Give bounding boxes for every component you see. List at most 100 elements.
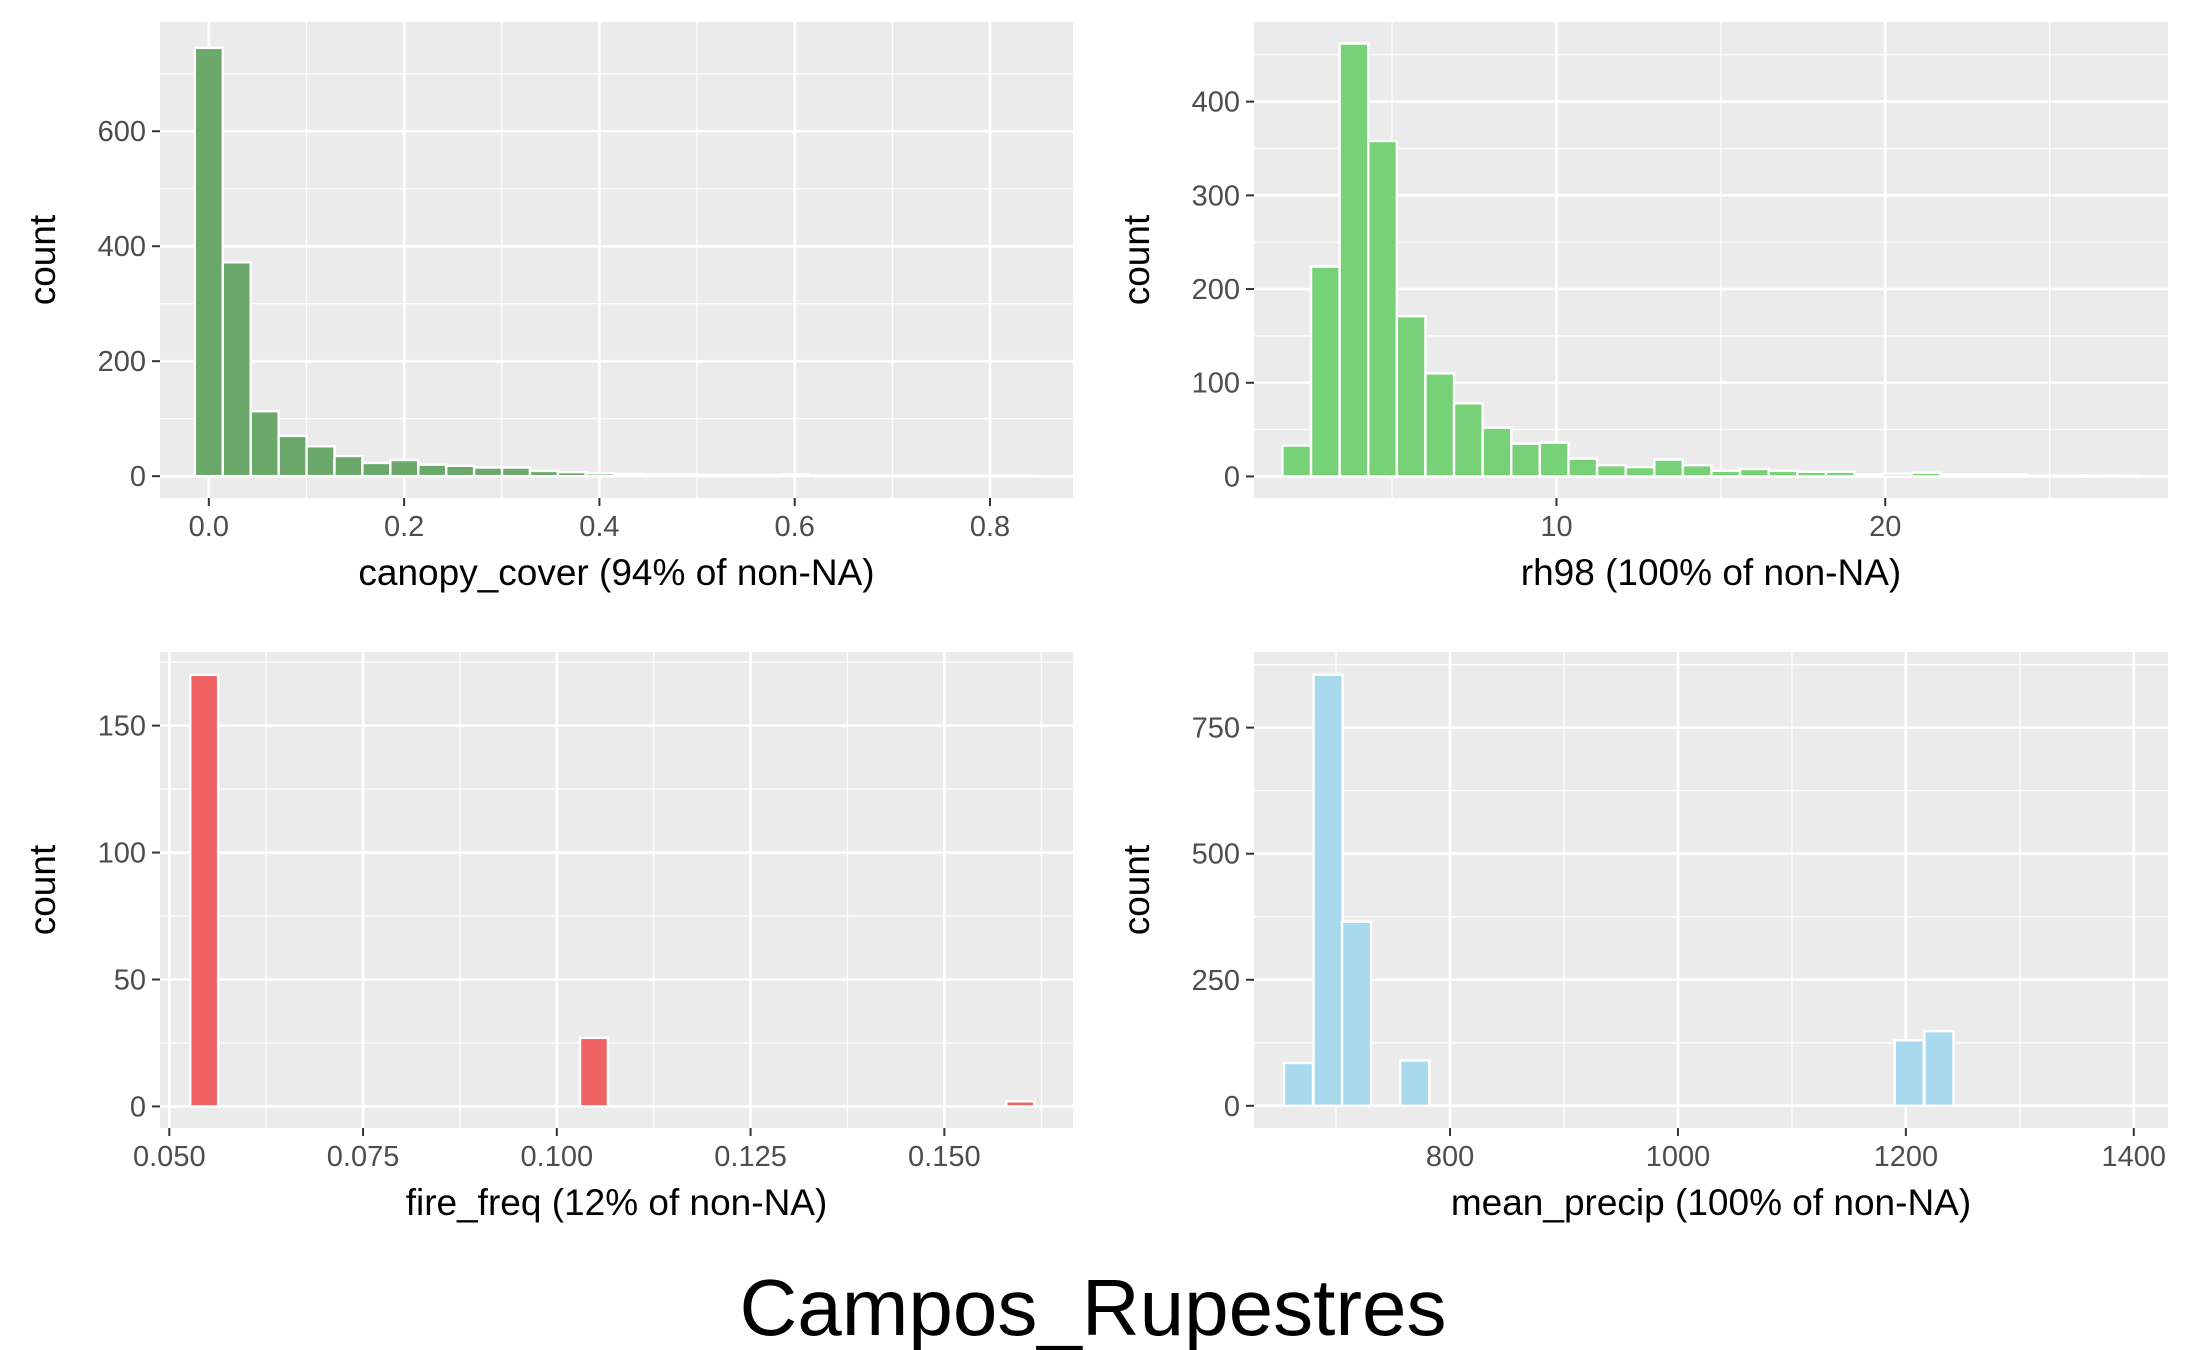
y-tick-label: 300: [1192, 180, 1240, 212]
panel-background: [160, 652, 1073, 1128]
histogram-bar: [1367, 139, 1399, 478]
figure-title: Campos_Rupestres: [740, 1263, 1447, 1350]
histogram-bar: [863, 474, 895, 478]
histogram-bar: [1710, 469, 1742, 478]
histogram-bar: [389, 458, 420, 478]
histogram-bar: [835, 474, 867, 478]
y-axis-title: count: [22, 844, 63, 935]
histogram-bar: [584, 472, 615, 478]
histogram-bar: [1309, 265, 1341, 478]
histogram-bar: [1893, 1039, 1926, 1108]
histogram-bar: [1510, 442, 1542, 478]
histogram-bar: [1395, 315, 1427, 478]
histogram-bar: [472, 466, 504, 478]
histogram-bar: [2082, 474, 2114, 478]
x-axis-title: fire_freq (12% of non-NA): [406, 1182, 828, 1223]
histogram-bar: [947, 474, 979, 478]
y-tick-label: 400: [1192, 87, 1240, 119]
histogram-bar: [1853, 473, 1885, 478]
histogram-bar: [1005, 1100, 1036, 1108]
y-tick-label: 200: [1192, 274, 1240, 306]
x-tick-label: 0.150: [908, 1141, 981, 1173]
histogram-bar: [1538, 441, 1570, 478]
y-tick-label: 500: [1192, 839, 1240, 871]
y-tick-label: 150: [98, 711, 146, 743]
histogram-bar: [305, 445, 336, 478]
histogram-bar: [1424, 372, 1456, 478]
x-tick-label: 800: [1426, 1141, 1474, 1173]
x-tick-label: 1400: [2102, 1141, 2167, 1173]
histogram-panel-3: 0.050 0.075 0.100 0.125 0.150 0 50 100 150 fire_f…: [22, 652, 1073, 1223]
y-tick-label: 50: [114, 964, 146, 996]
histogram-bar: [1923, 1029, 1955, 1108]
histogram-bar: [221, 261, 252, 478]
histogram-bar: [1338, 42, 1370, 478]
histogram-bar: [975, 474, 1006, 478]
y-axis-title: count: [1116, 844, 1157, 935]
histogram-panel-4: 800 1000 1200 1400 0 250 500 750 mean_precip (10…: [1116, 652, 2168, 1223]
histogram-bar: [1939, 473, 1971, 478]
histogram-bar: [1567, 457, 1599, 478]
x-tick-label: 0.8: [970, 511, 1010, 543]
x-tick-label: 1200: [1874, 1141, 1939, 1173]
histogram-bar: [1881, 472, 1913, 478]
histogram-bar: [500, 466, 532, 478]
x-tick-label: 1000: [1646, 1141, 1711, 1173]
y-tick-label: 600: [98, 116, 146, 148]
y-axis-title: count: [1116, 214, 1157, 305]
histogram-bar: [612, 472, 643, 478]
histogram-bar: [1282, 1061, 1315, 1108]
histogram-bar: [1340, 920, 1373, 1108]
histogram-bar: [189, 673, 220, 1108]
histogram-bar: [1481, 426, 1513, 478]
histogram-bar: [193, 46, 224, 478]
histogram-bar: [1796, 470, 1828, 478]
histogram-bar: [1452, 402, 1484, 478]
y-tick-label: 400: [98, 231, 146, 263]
histogram-bar: [2110, 474, 2142, 478]
histogram-bar: [668, 473, 699, 478]
histogram-bar: [445, 464, 476, 478]
histogram-bar: [891, 474, 923, 478]
x-tick-label: 0.4: [579, 511, 619, 543]
histogram-bar: [1595, 464, 1627, 478]
y-tick-label: 0: [130, 461, 146, 493]
x-tick-label: 0.050: [133, 1141, 206, 1173]
histogram-panel-1: 0.0 0.2 0.4 0.6 0.8 0 200 400 600 canopy_cover (9…: [22, 22, 1073, 593]
x-tick-label: 10: [1540, 511, 1572, 543]
x-axis-title: mean_precip (100% of non-NA): [1451, 1182, 1971, 1223]
histogram-bar: [528, 469, 560, 478]
histogram-bar: [1824, 470, 1856, 478]
x-tick-label: 0.0: [189, 511, 229, 543]
histogram-bar: [1910, 471, 1942, 478]
x-axis-title: rh98 (100% of non-NA): [1521, 552, 1901, 593]
histogram-bar: [578, 1036, 610, 1108]
histogram-bar: [780, 473, 811, 478]
histogram-bar: [1398, 1059, 1431, 1108]
y-tick-label: 0: [130, 1091, 146, 1123]
y-tick-label: 0: [1224, 1091, 1240, 1123]
histogram-bar: [1967, 473, 1999, 478]
x-tick-label: 0.100: [521, 1141, 594, 1173]
y-tick-label: 100: [98, 838, 146, 870]
x-tick-label: 0.2: [384, 511, 424, 543]
histogram-bar: [1738, 467, 1770, 478]
histogram-bar: [752, 473, 783, 478]
panel-background: [160, 22, 1073, 498]
y-tick-label: 750: [1192, 713, 1240, 745]
x-tick-label: 0.125: [714, 1141, 787, 1173]
histogram-bar: [919, 474, 951, 478]
y-axis-title: count: [22, 214, 63, 305]
histogram-bar: [1003, 474, 1034, 478]
x-axis-title: canopy_cover (94% of non-NA): [358, 552, 874, 593]
histogram-bar: [277, 434, 308, 478]
histogram-bar: [249, 409, 280, 478]
histogram-bar: [1767, 469, 1799, 478]
histogram-bar: [696, 473, 727, 478]
histogram-bar: [1281, 444, 1313, 478]
x-tick-label: 0.6: [775, 511, 815, 543]
histogram-bar: [361, 461, 392, 478]
histogram-bar: [1681, 464, 1713, 478]
